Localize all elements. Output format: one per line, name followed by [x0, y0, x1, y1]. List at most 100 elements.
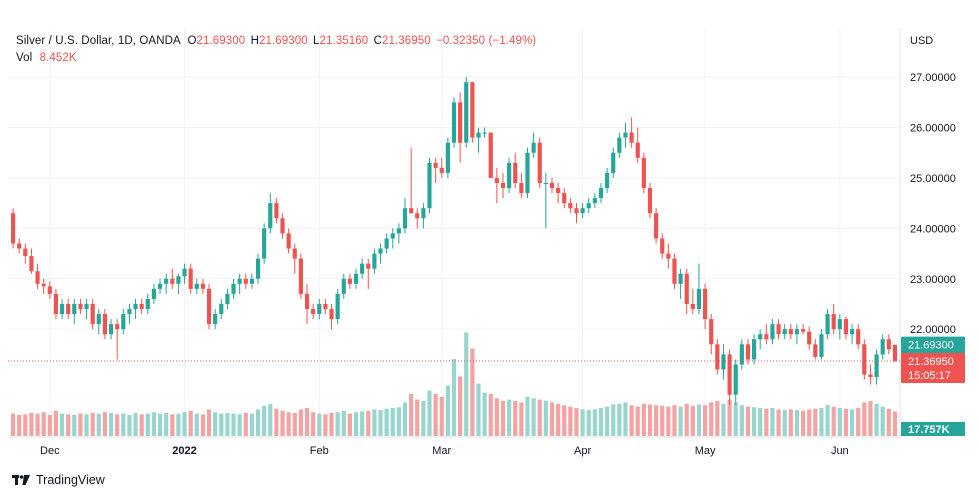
candle-body[interactable]	[647, 188, 653, 214]
candle-body[interactable]	[549, 182, 555, 189]
candle-body[interactable]	[868, 374, 873, 378]
candle-body[interactable]	[10, 213, 16, 244]
candle-body[interactable]	[280, 218, 285, 234]
candle-body[interactable]	[507, 162, 512, 189]
candle-body[interactable]	[219, 303, 224, 315]
candle-body[interactable]	[617, 137, 622, 153]
candle-body[interactable]	[825, 314, 830, 335]
candle-body[interactable]	[807, 331, 812, 345]
candle-body[interactable]	[78, 303, 83, 310]
candle-body[interactable]	[90, 303, 95, 325]
candle-body[interactable]	[758, 334, 763, 340]
candle-body[interactable]	[341, 278, 346, 294]
candle-body[interactable]	[880, 339, 885, 355]
candle-body[interactable]	[709, 319, 714, 345]
candle-body[interactable]	[213, 314, 218, 325]
candle-body[interactable]	[47, 286, 52, 294]
candle-body[interactable]	[721, 354, 726, 370]
candle-body[interactable]	[531, 142, 536, 153]
candle-body[interactable]	[831, 314, 836, 330]
candle-body[interactable]	[574, 208, 579, 214]
candle-body[interactable]	[396, 228, 401, 234]
candle-body[interactable]	[145, 298, 150, 310]
candle-body[interactable]	[696, 288, 702, 310]
candle-body[interactable]	[323, 303, 328, 310]
candle-body[interactable]	[892, 344, 898, 361]
candle-body[interactable]	[592, 198, 597, 204]
candle-body[interactable]	[519, 182, 524, 194]
candle-body[interactable]	[121, 314, 126, 330]
candle-body[interactable]	[635, 142, 640, 158]
candle-body[interactable]	[819, 334, 824, 357]
candle-body[interactable]	[488, 132, 493, 178]
candle-body[interactable]	[35, 271, 40, 284]
candle-body[interactable]	[739, 344, 744, 365]
candle-body[interactable]	[470, 82, 475, 138]
candle-body[interactable]	[849, 329, 855, 335]
candle-body[interactable]	[347, 278, 352, 284]
candle-body[interactable]	[206, 288, 212, 325]
candle-body[interactable]	[464, 82, 469, 143]
candle-body[interactable]	[249, 278, 254, 284]
candle-body[interactable]	[843, 319, 849, 335]
candle-body[interactable]	[476, 132, 481, 138]
candle-body[interactable]	[752, 339, 757, 360]
candle-body[interactable]	[139, 303, 144, 310]
candle-body[interactable]	[298, 258, 303, 294]
candle-body[interactable]	[304, 293, 310, 310]
candle-body[interactable]	[23, 248, 28, 257]
candle-body[interactable]	[59, 303, 65, 315]
candle-body[interactable]	[384, 238, 389, 249]
candle-body[interactable]	[231, 283, 236, 294]
candle-body[interactable]	[102, 314, 108, 335]
candle-body[interactable]	[494, 177, 499, 183]
candle-body[interactable]	[770, 324, 775, 340]
candle-body[interactable]	[415, 213, 420, 219]
candle-body[interactable]	[151, 288, 156, 299]
candle-body[interactable]	[776, 324, 781, 335]
candle-body[interactable]	[580, 208, 585, 214]
candle-body[interactable]	[164, 278, 169, 284]
tradingview-brand[interactable]: TradingView	[12, 473, 105, 487]
candle-body[interactable]	[605, 172, 610, 189]
candle-body[interactable]	[243, 278, 248, 284]
candle-body[interactable]	[127, 309, 132, 315]
candle-body[interactable]	[856, 329, 861, 345]
candle-body[interactable]	[133, 303, 138, 310]
candle-body[interactable]	[329, 309, 334, 320]
candle-body[interactable]	[317, 303, 322, 315]
candle-body[interactable]	[157, 283, 163, 289]
candle-body[interactable]	[17, 243, 22, 249]
candle-body[interactable]	[537, 142, 542, 183]
candle-body[interactable]	[451, 102, 457, 143]
candle-body[interactable]	[641, 157, 646, 189]
candle-body[interactable]	[568, 203, 573, 209]
candle-body[interactable]	[311, 309, 316, 315]
candle-body[interactable]	[788, 329, 793, 335]
candle-body[interactable]	[433, 162, 438, 168]
candle-body[interactable]	[225, 293, 230, 304]
candle-body[interactable]	[53, 293, 59, 315]
candle-body[interactable]	[292, 248, 297, 259]
candle-body[interactable]	[84, 303, 89, 310]
candle-body[interactable]	[586, 203, 591, 209]
candle-body[interactable]	[115, 324, 120, 330]
candle-body[interactable]	[360, 263, 365, 274]
candle-body[interactable]	[813, 344, 818, 357]
candle-body[interactable]	[366, 263, 371, 269]
candle-body[interactable]	[421, 208, 426, 219]
candle-body[interactable]	[623, 132, 628, 138]
candle-body[interactable]	[715, 344, 720, 370]
candle-body[interactable]	[886, 339, 891, 350]
candle-body[interactable]	[378, 248, 383, 254]
candle-body[interactable]	[745, 344, 751, 360]
candle-body[interactable]	[678, 273, 683, 284]
candle-body[interactable]	[874, 354, 879, 378]
candle-body[interactable]	[194, 283, 199, 289]
candle-body[interactable]	[458, 102, 463, 143]
candle-body[interactable]	[733, 364, 738, 395]
candle-body[interactable]	[200, 283, 205, 289]
candle-body[interactable]	[500, 182, 506, 189]
candle-body[interactable]	[72, 303, 77, 315]
